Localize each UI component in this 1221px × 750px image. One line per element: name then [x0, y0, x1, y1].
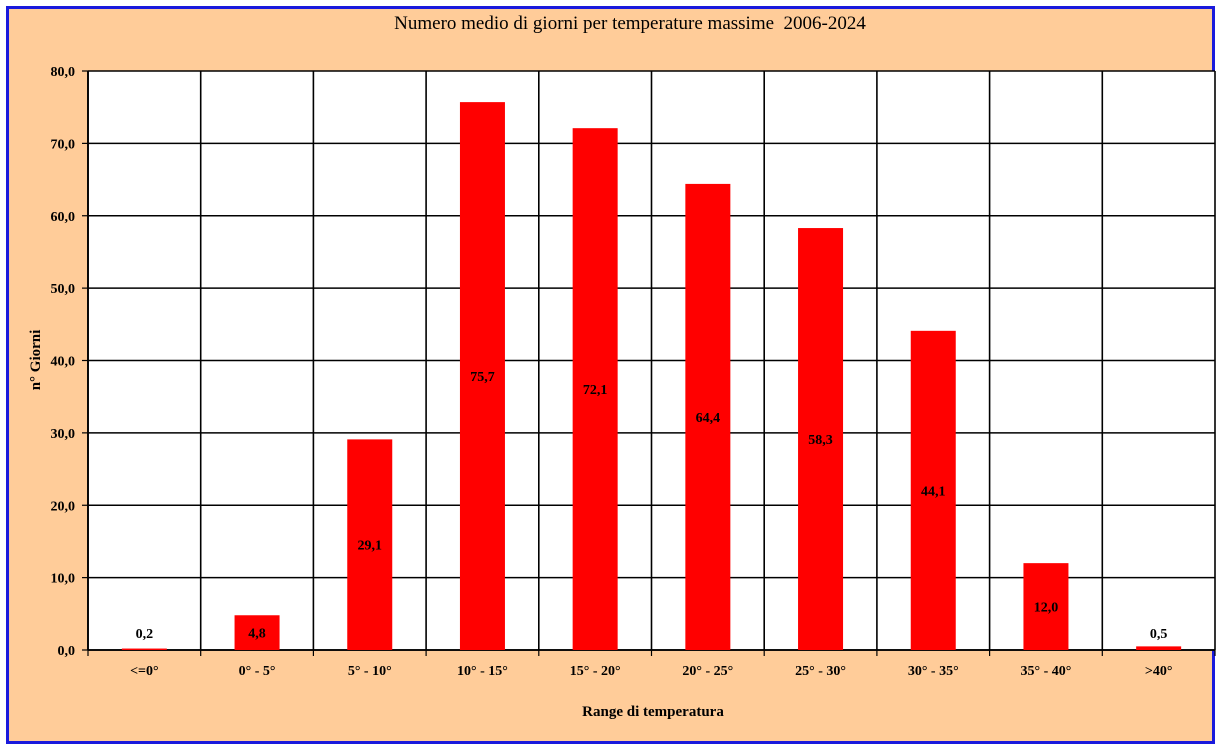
x-axis-title: Range di temperatura: [582, 704, 724, 720]
y-tick-label: 50,0: [51, 282, 76, 297]
bar: [1136, 646, 1182, 650]
data-label: 12,0: [1034, 601, 1059, 616]
y-tick-label: 80,0: [51, 65, 76, 80]
y-tick-label: 30,0: [51, 427, 76, 442]
x-tick-label: 5° - 10°: [348, 664, 392, 679]
data-label: 44,1: [921, 484, 946, 499]
x-tick-label: <=0°: [130, 664, 159, 679]
y-tick-label: 20,0: [51, 499, 76, 514]
data-label: 58,3: [808, 433, 833, 448]
y-tick-label: 60,0: [51, 210, 76, 225]
y-tick-label: 0,0: [58, 644, 76, 659]
bar: [572, 128, 618, 650]
y-tick-label: 40,0: [51, 355, 76, 370]
x-tick-label: 0° - 5°: [239, 664, 276, 679]
data-labels: 0,2 4,8 29,1 75,7 72,1 64,4 58,3 44,1 12,0 0,5: [136, 370, 1168, 642]
x-tick-label: 10° - 15°: [457, 664, 508, 679]
y-tick-label: 70,0: [51, 137, 76, 152]
data-label: 0,2: [136, 627, 154, 642]
bar: [685, 183, 731, 650]
data-label: 72,1: [583, 383, 608, 398]
y-axis-ticks: 0,0 10,0 20,0 30,0 40,0 50,0 60,0 70,0 80,0: [51, 65, 76, 659]
bar: [234, 615, 280, 650]
chart-title: Numero medio di giorni per temperature m…: [394, 13, 866, 34]
data-label: 29,1: [358, 539, 383, 554]
y-axis-title: n° Giorni: [28, 330, 44, 391]
x-tick-label: 15° - 20°: [570, 664, 621, 679]
bar: [910, 330, 956, 650]
bar: [1023, 563, 1069, 650]
data-label: 4,8: [248, 627, 266, 642]
x-tick-label: 25° - 30°: [795, 664, 846, 679]
bar: [798, 228, 844, 650]
bar: [347, 439, 393, 650]
data-label: 0,5: [1150, 627, 1168, 642]
data-label: 64,4: [696, 411, 721, 426]
bar: [459, 102, 505, 651]
x-tick-label: >40°: [1145, 664, 1173, 679]
y-tick-label: 10,0: [51, 572, 76, 587]
data-label: 75,7: [470, 370, 495, 385]
x-axis-ticks: <=0° 0° - 5° 5° - 10° 10° - 15° 15° - 20° 20°…: [130, 664, 1172, 679]
bars: [121, 102, 1182, 651]
x-tick-label: 30° - 35°: [908, 664, 959, 679]
bar: [121, 648, 167, 650]
x-tick-label: 20° - 25°: [682, 664, 733, 679]
x-tick-label: 35° - 40°: [1021, 664, 1072, 679]
